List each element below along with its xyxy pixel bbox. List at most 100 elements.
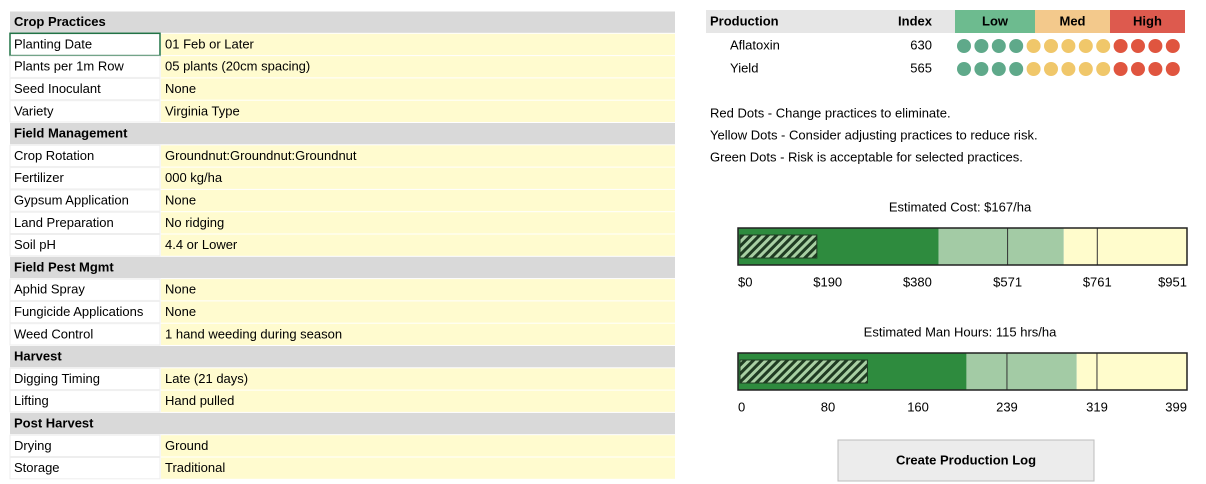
field-value: Virginia Type (165, 103, 240, 118)
section-title: Field Pest Mgmt (14, 259, 114, 274)
risk-dot (1113, 39, 1128, 53)
field-label: Soil pH (14, 237, 56, 252)
field-value: 05 plants (20cm spacing) (165, 59, 310, 74)
field-value: No ridging (165, 215, 224, 230)
field-value: 000 kg/ha (165, 170, 223, 185)
section-header (10, 412, 675, 435)
value-cell[interactable] (161, 301, 675, 323)
risk-dot (957, 39, 971, 53)
label-cell (9, 55, 161, 78)
section-title: Crop Practices (14, 14, 106, 29)
field-value: None (165, 81, 196, 96)
value-cell[interactable] (161, 323, 675, 345)
field-value: 4.4 or Lower (165, 237, 238, 252)
risk-dot (1096, 62, 1111, 76)
gauge-tick-label: $0 (738, 274, 752, 289)
section-header (10, 346, 675, 368)
field-label: Digging Timing (14, 371, 100, 386)
risk-dot (1148, 62, 1163, 76)
field-value: Late (21 days) (165, 371, 248, 386)
field-label: Aphid Spray (14, 282, 85, 297)
risk-dot (991, 39, 1006, 53)
field-value: 01 Feb or Later (165, 36, 255, 51)
field-value: 1 hand weeding during season (165, 326, 342, 341)
risk-dot (957, 62, 971, 76)
risk-dot (1026, 62, 1041, 76)
field-value: None (165, 282, 196, 297)
gauge-tick-label: 0 (738, 399, 745, 414)
level-cell (1035, 10, 1110, 33)
label-cell (9, 211, 161, 234)
value-cell[interactable] (161, 145, 675, 167)
value-cell[interactable] (161, 390, 675, 412)
value-cell[interactable] (161, 279, 675, 301)
gauge-title: Estimated Cost: $167/ha (889, 199, 1032, 214)
gauge-tick-label: $951 (1158, 274, 1187, 289)
value-cell[interactable] (161, 234, 675, 256)
section-title: Field Management (14, 126, 128, 141)
field-label: Planting Date (14, 36, 92, 51)
label-cell (9, 234, 161, 257)
risk-dot (1078, 39, 1093, 53)
field-value: Traditional (165, 460, 225, 475)
gauge-tick-label: 239 (996, 399, 1018, 414)
field-label: Fungicide Applications (14, 304, 144, 319)
value-cell[interactable] (161, 435, 675, 457)
value-cell[interactable] (161, 457, 675, 479)
risk-dot (1061, 62, 1076, 76)
risk-dot (1165, 62, 1180, 76)
production-name: Yield (730, 60, 758, 75)
legend-text: Green Dots - Risk is acceptable for sele… (710, 149, 1023, 164)
field-value: Hand pulled (165, 393, 234, 408)
field-value: None (165, 192, 196, 207)
field-label: Drying (14, 438, 52, 453)
create-log-button-label[interactable]: Create Production Log (896, 452, 1036, 467)
gauge-tick-label: $571 (993, 274, 1022, 289)
field-label: Variety (14, 103, 54, 118)
label-cell (9, 100, 161, 123)
value-cell[interactable] (161, 212, 675, 234)
risk-dot (1113, 62, 1128, 76)
gauge-band (966, 353, 1077, 390)
section-header (10, 11, 675, 33)
gauge-hatch (739, 359, 868, 384)
risk-dot (1044, 62, 1058, 76)
label-cell (9, 189, 161, 212)
value-cell[interactable] (161, 33, 675, 56)
label-cell (9, 144, 161, 168)
risk-dot (1009, 62, 1024, 76)
risk-dot (1131, 62, 1145, 76)
level-cell (1110, 10, 1185, 33)
value-cell[interactable] (161, 56, 675, 78)
risk-dot (1044, 39, 1058, 53)
gauge-frame (737, 352, 1188, 391)
field-label: Fertilizer (14, 170, 65, 185)
production-name: Aflatoxin (730, 37, 780, 52)
create-log-button[interactable] (837, 439, 1095, 482)
gauge-band (938, 228, 1064, 265)
gauge-tick-label: 319 (1086, 399, 1108, 414)
value-cell[interactable] (161, 368, 675, 390)
risk-dot (1096, 39, 1111, 53)
risk-dot (974, 62, 989, 76)
legend-text: Red Dots - Change practices to eliminate… (710, 105, 951, 120)
label-cell (9, 278, 161, 301)
risk-dot (1009, 39, 1024, 53)
risk-dot (1165, 39, 1180, 53)
value-cell[interactable] (161, 100, 675, 122)
risk-dot (974, 39, 989, 53)
field-label: Crop Rotation (14, 148, 94, 163)
field-label: Gypsum Application (14, 192, 129, 207)
value-cell[interactable] (161, 189, 675, 212)
label-cell (9, 390, 161, 413)
value-cell[interactable] (161, 78, 675, 100)
field-label: Plants per 1m Row (14, 59, 124, 74)
label-cell (9, 77, 161, 101)
label-cell (9, 457, 161, 480)
label-cell (9, 323, 161, 346)
value-cell[interactable] (161, 167, 675, 189)
field-label: Seed Inoculant (14, 81, 101, 96)
gauge-tick-label: 160 (907, 399, 929, 414)
index-header: Index (898, 13, 933, 28)
